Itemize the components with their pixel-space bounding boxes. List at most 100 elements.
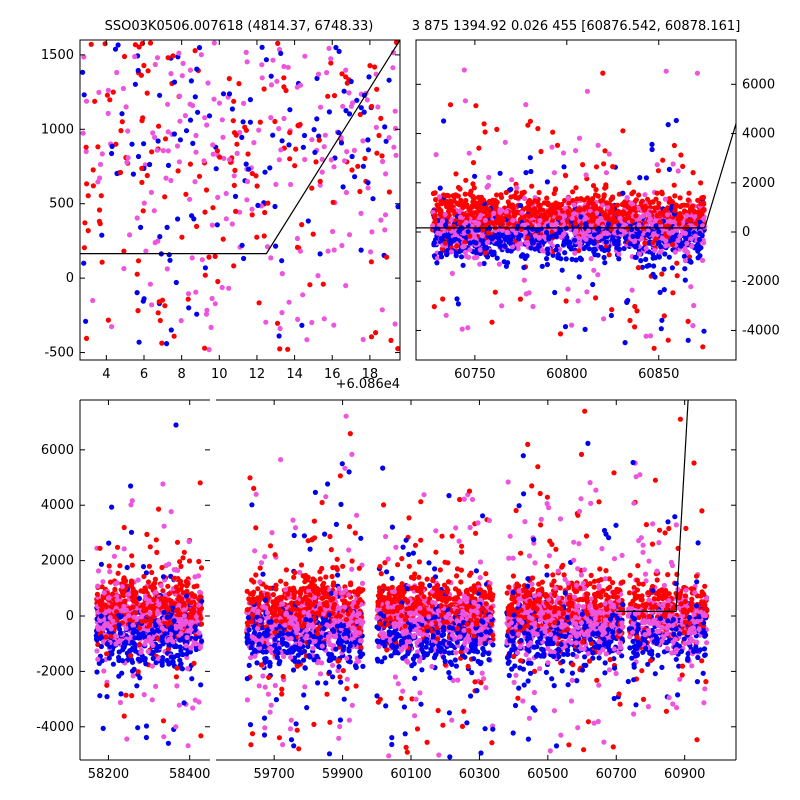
red-point — [92, 98, 98, 104]
red-point — [686, 190, 692, 196]
magenta-point — [226, 285, 232, 291]
red-point — [557, 215, 563, 221]
red-point — [610, 215, 617, 221]
blue-point — [135, 725, 141, 731]
red-point — [553, 210, 559, 216]
top-right-points — [430, 67, 708, 351]
red-point — [179, 234, 185, 240]
magenta-point — [256, 127, 262, 133]
red-point — [581, 197, 587, 203]
blue-point — [241, 255, 247, 262]
red-point — [202, 209, 208, 215]
red-point — [362, 155, 368, 162]
magenta-point — [183, 618, 189, 624]
magenta-point — [138, 649, 144, 656]
magenta-point — [536, 235, 542, 241]
magenta-point — [150, 642, 156, 649]
blue-point — [552, 289, 558, 296]
blue-point — [349, 153, 355, 160]
red-point — [177, 559, 183, 565]
red-point — [297, 121, 303, 128]
magenta-point — [523, 291, 529, 297]
blue-point — [696, 237, 703, 243]
magenta-point — [685, 249, 691, 256]
top-left-points — [80, 39, 401, 353]
magenta-point — [161, 734, 167, 740]
magenta-point — [176, 50, 182, 56]
blue-point — [645, 232, 651, 238]
red-point — [654, 190, 660, 196]
red-point — [602, 148, 608, 154]
red-point — [249, 170, 255, 177]
magenta-point — [684, 240, 690, 246]
magenta-point — [636, 251, 643, 257]
magenta-point — [350, 100, 356, 106]
red-point — [149, 149, 155, 155]
blue-point — [360, 663, 366, 670]
blue-point — [365, 147, 371, 153]
blue-point — [545, 250, 551, 257]
magenta-point — [83, 98, 90, 104]
red-point — [202, 272, 208, 278]
blue-point — [555, 252, 562, 258]
magenta-point — [114, 597, 120, 603]
blue-point — [312, 149, 318, 155]
blue-point — [239, 134, 245, 140]
magenta-point — [647, 333, 654, 339]
red-point — [374, 86, 380, 92]
magenta-point — [471, 255, 477, 261]
magenta-point — [465, 325, 471, 331]
blue-point — [366, 74, 372, 80]
magenta-point — [258, 560, 265, 566]
red-point — [248, 742, 254, 748]
blue-point — [358, 247, 364, 253]
blue-point — [240, 119, 246, 125]
red-point — [376, 132, 382, 139]
blue-point — [673, 117, 679, 124]
magenta-point — [187, 196, 193, 202]
red-point — [492, 198, 498, 204]
magenta-point — [486, 174, 492, 180]
red-point — [313, 159, 319, 165]
magenta-point — [121, 546, 127, 552]
blue-point — [194, 311, 200, 317]
blue-point — [471, 239, 477, 245]
blue-point — [343, 108, 349, 114]
blue-point — [173, 279, 179, 286]
red-point — [285, 346, 291, 352]
red-point — [102, 41, 108, 47]
red-point — [492, 289, 498, 295]
magenta-point — [105, 595, 112, 601]
red-point — [265, 200, 271, 206]
blue-point — [666, 254, 672, 260]
red-point — [346, 524, 353, 530]
blue-point — [582, 326, 588, 332]
blue-point — [695, 255, 701, 261]
blue-point — [337, 717, 343, 723]
red-point — [262, 209, 268, 216]
red-point — [470, 181, 476, 187]
blue-point — [583, 221, 589, 227]
magenta-point — [176, 702, 182, 708]
red-point — [256, 300, 262, 306]
magenta-point — [121, 266, 127, 272]
magenta-point — [459, 326, 465, 332]
blue-point — [193, 635, 199, 641]
magenta-point — [604, 230, 610, 237]
magenta-point — [663, 243, 669, 249]
magenta-point — [319, 156, 325, 162]
red-point — [384, 254, 390, 260]
magenta-point — [115, 639, 121, 645]
magenta-point — [326, 45, 332, 52]
blue-point — [179, 665, 185, 671]
red-point — [600, 70, 606, 76]
magenta-point — [536, 222, 542, 228]
magenta-point — [146, 598, 152, 604]
blue-point — [143, 734, 149, 741]
red-point — [325, 93, 331, 99]
magenta-point — [278, 147, 284, 153]
blue-point — [605, 221, 612, 227]
magenta-point — [484, 184, 490, 190]
red-point — [104, 92, 110, 98]
magenta-point — [270, 57, 276, 63]
